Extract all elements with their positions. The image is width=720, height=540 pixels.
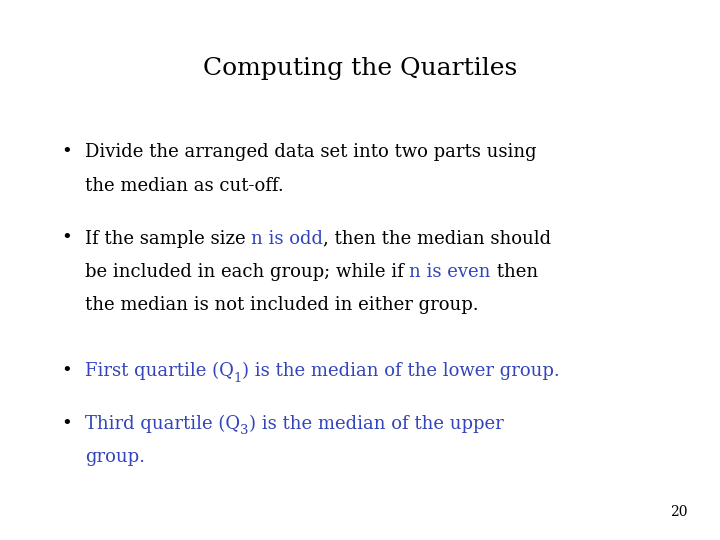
Text: •: • [61,415,72,433]
Text: If the sample size: If the sample size [85,230,251,247]
Text: 1: 1 [234,372,242,384]
Text: Third quartile (Q: Third quartile (Q [85,415,240,433]
Text: •: • [61,230,72,247]
Text: First quartile (Q: First quartile (Q [85,362,234,380]
Text: 20: 20 [670,505,688,519]
Text: group.: group. [85,448,145,466]
Text: 3: 3 [240,424,248,437]
Text: , then the median should: , then the median should [323,230,552,247]
Text: Divide the arranged data set into two parts using: Divide the arranged data set into two pa… [85,143,536,161]
Text: the median is not included in either group.: the median is not included in either gro… [85,296,479,314]
Text: Computing the Quartiles: Computing the Quartiles [203,57,517,80]
Text: ) is the median of the lower group.: ) is the median of the lower group. [242,362,560,380]
Text: n is odd: n is odd [251,230,323,247]
Text: •: • [61,143,72,161]
Text: the median as cut-off.: the median as cut-off. [85,177,284,194]
Text: •: • [61,362,72,380]
Text: n is even: n is even [410,263,491,281]
Text: ) is the median of the upper: ) is the median of the upper [248,415,503,433]
Text: then: then [491,263,538,281]
Text: be included in each group; while if: be included in each group; while if [85,263,410,281]
